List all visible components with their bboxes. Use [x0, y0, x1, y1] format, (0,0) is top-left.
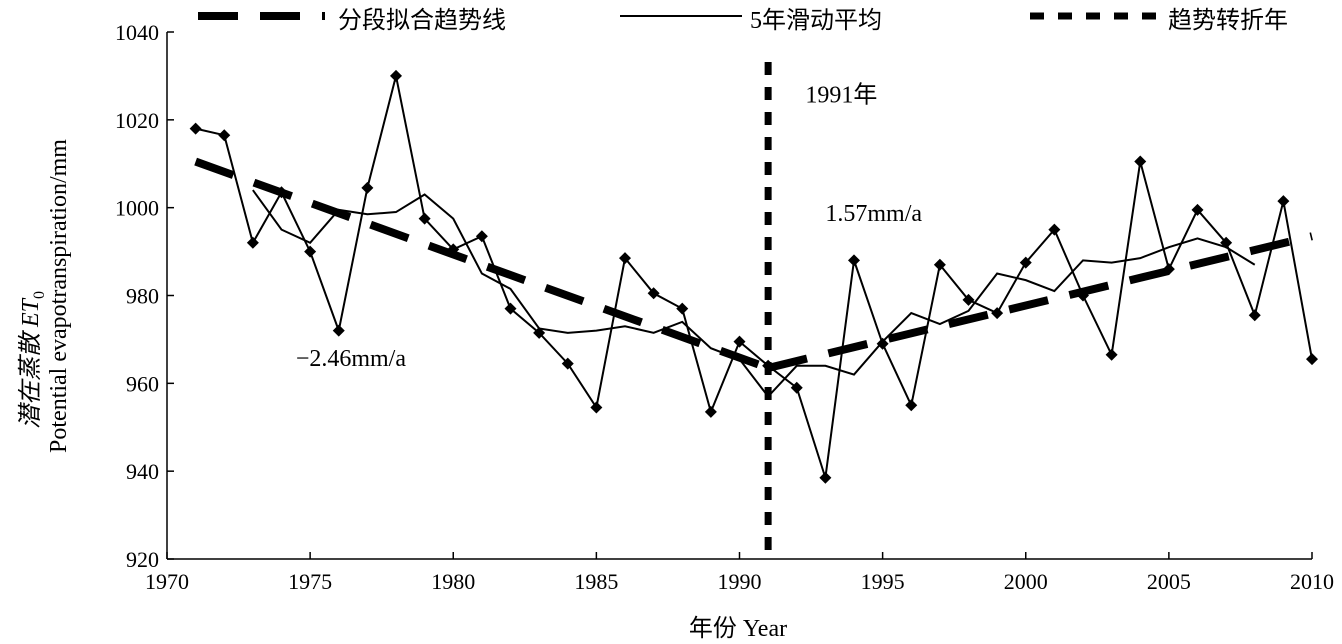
data-point-marker	[647, 287, 660, 300]
data-point-marker	[962, 293, 975, 306]
y-axis-title-sub: 0	[31, 291, 48, 299]
data-point-marker	[361, 181, 374, 194]
data-point-marker	[533, 326, 546, 339]
y-tick-label: 980	[126, 284, 159, 309]
data-point-marker	[991, 307, 1004, 320]
y-tick-label: 1040	[115, 20, 159, 45]
data-point-marker	[733, 335, 746, 348]
data-point-marker	[304, 245, 317, 258]
data-point-marker	[189, 122, 202, 135]
legend-label-turning-year: 趋势转折年	[1168, 7, 1288, 34]
data-point-marker	[676, 302, 689, 315]
trend-segment-1	[194, 157, 770, 372]
x-tick-label: 1980	[431, 569, 475, 594]
y-axis-title-en: Potential evapotranspiration/mm	[46, 139, 72, 453]
data-point-marker	[1105, 348, 1118, 361]
plot-area	[189, 62, 1318, 559]
data-point-marker	[275, 186, 288, 199]
data-point-marker	[933, 258, 946, 271]
svg-text:潜在蒸散 ET0: 潜在蒸散 ET0	[17, 291, 48, 429]
x-axis-title: 年份 Year	[689, 615, 787, 642]
y-tick-label: 940	[126, 459, 159, 484]
data-point-marker	[790, 381, 803, 394]
y-tick-label: 960	[126, 371, 159, 396]
axes: 920 940 960 980 1000 1020 1040 1970 1975 1980 1985…	[115, 20, 1334, 594]
x-tick-label: 1985	[574, 569, 618, 594]
x-tick-label: 1975	[288, 569, 332, 594]
data-point-marker	[619, 252, 631, 265]
x-tick-label: 1990	[718, 569, 762, 594]
data-point-marker	[1048, 223, 1061, 236]
y-axis-title-cn: 潜在蒸散 ET	[17, 297, 44, 429]
data-point-marker	[762, 359, 775, 372]
data-point-marker	[905, 399, 918, 412]
y-tick-label: 1020	[115, 108, 159, 133]
data-point-marker	[1134, 155, 1147, 168]
data-point-marker	[1277, 195, 1290, 208]
data-point-marker	[246, 236, 259, 249]
y-tick-label: 1000	[115, 196, 159, 221]
x-tick-label: 1995	[861, 569, 905, 594]
annotation-slope-after: 1.57mm/a	[825, 201, 922, 227]
data-point-marker	[1162, 263, 1175, 276]
data-point-marker	[819, 471, 832, 484]
trend-segment-2	[767, 232, 1313, 372]
data-point-marker	[561, 357, 574, 370]
x-tick-label: 2000	[1004, 569, 1048, 594]
data-point-marker	[876, 337, 889, 350]
data-point-marker	[390, 69, 402, 82]
annotation-slope-before: −2.46mm/a	[296, 346, 407, 372]
x-tick-label: 2010	[1290, 569, 1334, 594]
data-point-marker	[1019, 256, 1032, 269]
legend-label-trend: 分段拟合趋势线	[338, 7, 506, 34]
data-point-marker	[1191, 203, 1204, 216]
annual-series-line	[195, 75, 1313, 479]
data-point-marker	[848, 254, 860, 267]
data-point-marker	[1306, 353, 1318, 366]
data-point-marker	[447, 243, 460, 256]
y-tick-label: 920	[126, 547, 159, 572]
data-point-marker	[1220, 236, 1233, 249]
data-point-marker	[475, 230, 488, 243]
data-point-marker	[332, 324, 345, 337]
data-point-marker	[704, 405, 717, 418]
x-tick-label: 2005	[1147, 569, 1191, 594]
legend-label-moving-avg: 5年滑动平均	[750, 7, 882, 34]
x-tick-label: 1970	[145, 569, 189, 594]
data-point-marker	[418, 212, 431, 225]
data-point-marker	[1077, 289, 1089, 302]
data-point-marker	[1248, 309, 1261, 322]
data-point-marker	[218, 129, 231, 142]
y-axis-title: 潜在蒸散 ET0	[17, 291, 48, 429]
annotation-turning-year: 1991年	[805, 81, 877, 108]
data-point-marker	[590, 401, 603, 414]
data-point-marker	[504, 302, 517, 315]
